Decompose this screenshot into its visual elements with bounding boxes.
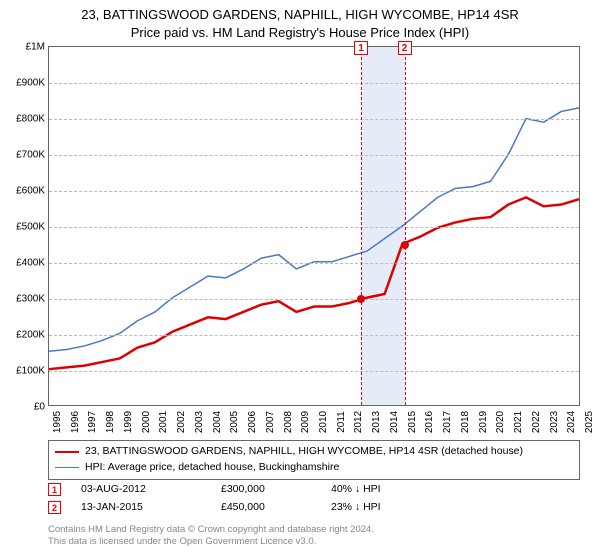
x-axis-label: 2025 bbox=[584, 411, 595, 433]
x-axis-label: 2005 bbox=[229, 411, 240, 433]
footnote-line: Contains HM Land Registry data © Crown c… bbox=[48, 524, 374, 536]
x-axis-label: 2016 bbox=[424, 411, 435, 433]
x-axis-label: 2001 bbox=[158, 411, 169, 433]
x-axis-label: 1996 bbox=[70, 411, 81, 433]
x-axis-label: 2006 bbox=[247, 411, 258, 433]
gridline bbox=[49, 191, 579, 192]
sale-dot bbox=[357, 295, 365, 303]
x-axis-label: 2019 bbox=[478, 411, 489, 433]
legend-row: HPI: Average price, detached house, Buck… bbox=[55, 460, 573, 476]
table-row: 2 13-JAN-2015 £450,000 23% ↓ HPI bbox=[48, 498, 580, 516]
title-address: 23, BATTINGSWOOD GARDENS, NAPHILL, HIGH … bbox=[0, 6, 600, 24]
x-axis-label: 2003 bbox=[194, 411, 205, 433]
sale-marker-icon: 2 bbox=[48, 501, 61, 514]
legend-row: 23, BATTINGSWOOD GARDENS, NAPHILL, HIGH … bbox=[55, 444, 573, 460]
x-axis-label: 2004 bbox=[212, 411, 223, 433]
sale-price: £450,000 bbox=[221, 501, 331, 513]
y-axis-label: £700K bbox=[5, 150, 45, 161]
gridline bbox=[49, 155, 579, 156]
y-axis-label: £800K bbox=[5, 114, 45, 125]
chart-plot-area: £0£100K£200K£300K£400K£500K£600K£700K£80… bbox=[48, 46, 580, 406]
title-block: 23, BATTINGSWOOD GARDENS, NAPHILL, HIGH … bbox=[0, 0, 600, 41]
series-line bbox=[49, 108, 579, 351]
series-line bbox=[49, 197, 579, 369]
y-axis-label: £900K bbox=[5, 78, 45, 89]
y-axis-label: £0 bbox=[5, 402, 45, 413]
y-axis-label: £500K bbox=[5, 222, 45, 233]
gridline bbox=[49, 263, 579, 264]
footnote: Contains HM Land Registry data © Crown c… bbox=[48, 524, 374, 549]
sale-change: 40% ↓ HPI bbox=[331, 483, 441, 495]
x-axis-label: 2018 bbox=[460, 411, 471, 433]
legend-box: 23, BATTINGSWOOD GARDENS, NAPHILL, HIGH … bbox=[48, 440, 580, 480]
gridline bbox=[49, 119, 579, 120]
sale-marker-badge: 2 bbox=[398, 41, 412, 55]
table-row: 1 03-AUG-2012 £300,000 40% ↓ HPI bbox=[48, 480, 580, 498]
gridline bbox=[49, 335, 579, 336]
y-axis-label: £200K bbox=[5, 330, 45, 341]
sale-dot bbox=[401, 241, 409, 249]
x-axis-label: 2000 bbox=[141, 411, 152, 433]
sale-price: £300,000 bbox=[221, 483, 331, 495]
x-axis-label: 2021 bbox=[513, 411, 524, 433]
y-axis-label: £300K bbox=[5, 294, 45, 305]
sale-marker-line bbox=[405, 47, 406, 405]
x-axis-label: 1998 bbox=[105, 411, 116, 433]
footnote-line: This data is licensed under the Open Gov… bbox=[48, 536, 374, 548]
x-axis-label: 1995 bbox=[52, 411, 63, 433]
x-axis-label: 2010 bbox=[318, 411, 329, 433]
gridline bbox=[49, 371, 579, 372]
y-axis-label: £1M bbox=[5, 42, 45, 53]
y-axis-label: £400K bbox=[5, 258, 45, 269]
x-axis-label: 2022 bbox=[531, 411, 542, 433]
gridline bbox=[49, 299, 579, 300]
legend-label: 23, BATTINGSWOOD GARDENS, NAPHILL, HIGH … bbox=[85, 444, 523, 460]
gridline bbox=[49, 227, 579, 228]
sale-date: 13-JAN-2015 bbox=[81, 501, 221, 513]
x-axis-label: 2008 bbox=[283, 411, 294, 433]
gridline bbox=[49, 83, 579, 84]
x-axis-label: 2017 bbox=[442, 411, 453, 433]
sale-marker-icon: 1 bbox=[48, 483, 61, 496]
x-axis-label: 2013 bbox=[371, 411, 382, 433]
x-axis-label: 2012 bbox=[353, 411, 364, 433]
x-axis-label: 2024 bbox=[566, 411, 577, 433]
title-subtitle: Price paid vs. HM Land Registry's House … bbox=[0, 24, 600, 42]
sale-marker-line bbox=[361, 47, 362, 405]
x-axis-label: 1997 bbox=[87, 411, 98, 433]
sale-date: 03-AUG-2012 bbox=[81, 483, 221, 495]
x-axis-label: 2014 bbox=[389, 411, 400, 433]
y-axis-label: £100K bbox=[5, 366, 45, 377]
sales-table: 1 03-AUG-2012 £300,000 40% ↓ HPI 2 13-JA… bbox=[48, 480, 580, 516]
chart-container: 23, BATTINGSWOOD GARDENS, NAPHILL, HIGH … bbox=[0, 0, 600, 560]
x-axis-label: 2023 bbox=[549, 411, 560, 433]
x-axis-label: 2011 bbox=[336, 411, 347, 433]
y-axis-label: £600K bbox=[5, 186, 45, 197]
x-axis-label: 2009 bbox=[300, 411, 311, 433]
legend-label: HPI: Average price, detached house, Buck… bbox=[85, 460, 339, 476]
x-axis-label: 2002 bbox=[176, 411, 187, 433]
x-axis-label: 2020 bbox=[495, 411, 506, 433]
chart-lines-svg bbox=[49, 47, 579, 405]
legend-swatch bbox=[55, 451, 79, 453]
legend-swatch bbox=[55, 467, 79, 468]
sale-change: 23% ↓ HPI bbox=[331, 501, 441, 513]
sale-marker-badge: 1 bbox=[354, 41, 368, 55]
x-axis-label: 2007 bbox=[265, 411, 276, 433]
x-axis-label: 1999 bbox=[123, 411, 134, 433]
x-axis-label: 2015 bbox=[407, 411, 418, 433]
